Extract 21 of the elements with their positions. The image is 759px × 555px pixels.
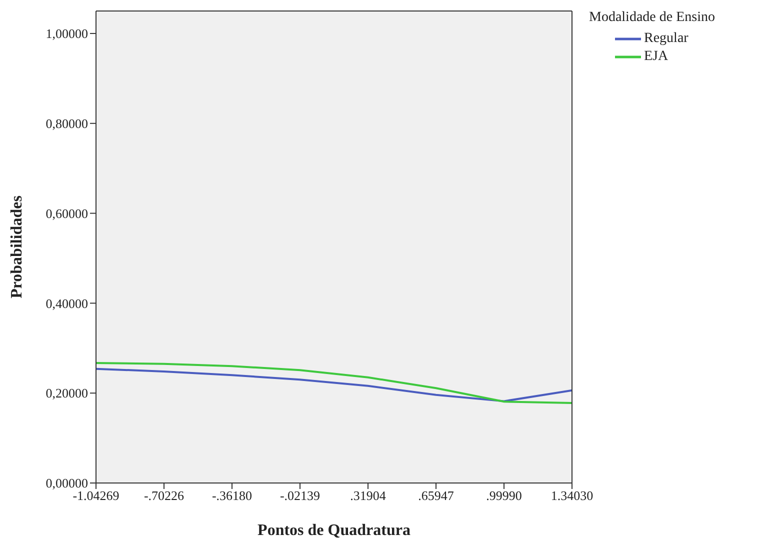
x-tick-label: -.36180 [212,488,252,504]
x-tick-label: 1.34030 [550,488,594,504]
x-tick-label: .31904 [350,488,386,504]
x-tick-label: .99990 [486,488,522,504]
legend-label: Regular [644,30,688,48]
y-tick-label: 1,00000 [46,26,88,42]
y-tick-label: 0,40000 [46,296,88,311]
x-tick-label: .65947 [418,488,454,504]
x-tick-label: -.70226 [144,488,185,504]
y-axis-title: Probabilidades [8,196,26,298]
y-tick-label: 0,00000 [46,476,88,491]
y-tick-label: 0,60000 [46,206,88,221]
legend-title: Modalidade de Ensino [589,10,716,26]
line-series [95,368,573,402]
y-tick-label: 0,20000 [46,386,88,401]
x-axis-title: Pontos de Quadratura [258,522,410,539]
x-tick-label: -1.04269 [72,488,120,504]
line-series [95,362,573,404]
y-tick-label: 0,80000 [46,116,88,131]
x-tick-label: -.02139 [280,488,320,504]
legend-label: EJA [644,48,668,66]
